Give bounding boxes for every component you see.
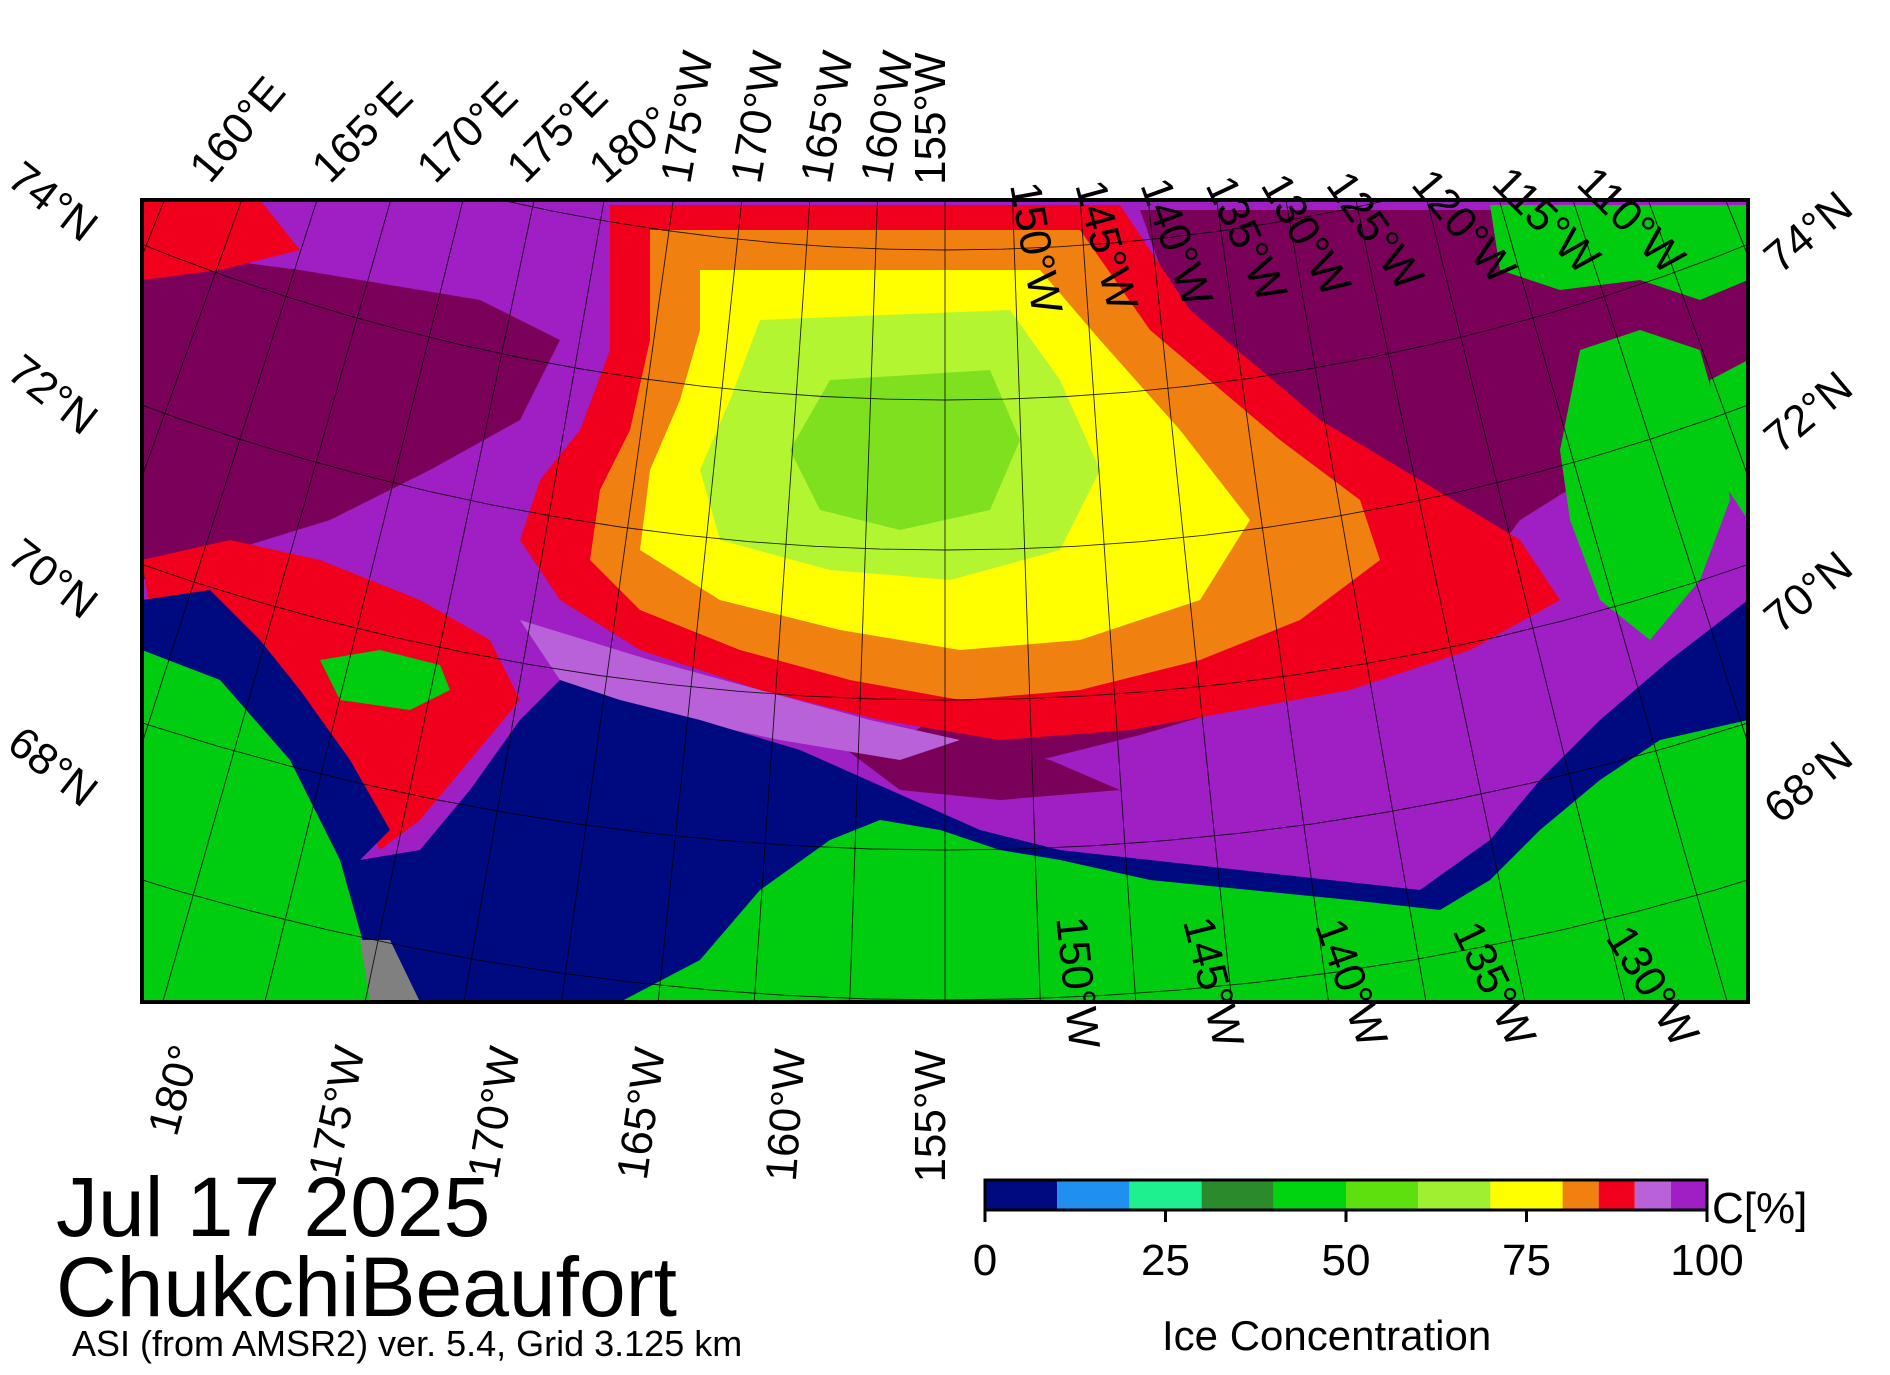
colorbar-cell — [1273, 1180, 1346, 1210]
colorbar-unit: C[%] — [1712, 1184, 1807, 1233]
land-arctic-islands — [1490, 205, 1748, 300]
longitude-line — [142, 200, 243, 478]
colorbar-tick-label: 50 — [1322, 1236, 1371, 1285]
land-east-siberia — [142, 650, 380, 1002]
colorbar-cell — [1490, 1180, 1563, 1210]
colorbar-cell — [1201, 1180, 1274, 1210]
longitude-line — [1216, 200, 1329, 1002]
latitude-label: 72°N — [0, 345, 106, 444]
longitude-line — [463, 200, 605, 1002]
longitude-line — [1147, 200, 1233, 1002]
longitude-label: 155°W — [906, 1050, 955, 1183]
longitude-line — [142, 200, 318, 745]
colorbar-title: Ice Concentration — [1162, 1312, 1492, 1359]
product-label: ASI (from AMSR2) ver. 5.4, Grid 3.125 km — [72, 1323, 743, 1364]
lake-land-patch — [320, 650, 450, 710]
latitude-label: 72°N — [1755, 362, 1862, 463]
longitude-line — [0, 0, 2, 855]
longitude-label: 155°W — [906, 52, 955, 185]
longitude-line — [1079, 200, 1137, 1002]
longitude-line — [1012, 200, 1041, 1002]
latitude-label: 74°N — [1755, 182, 1862, 283]
longitude-line — [657, 200, 743, 1002]
latitude-label: 68°N — [0, 717, 106, 816]
longitude-line — [1647, 200, 1748, 478]
longitude-line — [1426, 200, 1626, 1002]
colorbar-tick-label: 0 — [973, 1236, 997, 1285]
longitude-label: 160°E — [180, 68, 295, 192]
longitude-label: 170°E — [407, 72, 527, 192]
colorbar-cell — [985, 1180, 1058, 1210]
colorbar-ticks: 0 25 50 75 100 — [973, 1210, 1744, 1285]
colorbar-cell — [1346, 1180, 1419, 1210]
longitude-line — [0, 0, 119, 951]
longitude-line — [1355, 200, 1526, 1002]
latitude-label: 68°N — [1755, 732, 1862, 833]
colorbar-cell — [1670, 1180, 1707, 1210]
longitude-line — [264, 200, 464, 1002]
longitude-label: 165°W — [608, 1044, 675, 1183]
colorbar-cell — [1057, 1180, 1130, 1210]
colorbar-tick-label: 100 — [1670, 1236, 1743, 1285]
colorbar-cell — [1634, 1180, 1671, 1210]
longitude-label: 175°W — [652, 47, 723, 186]
longitude-line — [753, 200, 811, 1002]
longitude-line — [561, 200, 674, 1002]
colorbar: 0 25 50 75 100 C[%] — [973, 1178, 1807, 1285]
open-water — [142, 590, 1748, 1002]
map-frame — [140, 198, 1750, 1004]
land-victoria-edge — [1710, 360, 1748, 520]
colorbar-cell — [1562, 1180, 1599, 1210]
colorbar-cells — [985, 1180, 1707, 1210]
region-label: ChukchiBeaufort — [56, 1240, 678, 1334]
longitude-line — [1572, 200, 1748, 745]
latitude-label: 74°N — [0, 152, 106, 251]
longitude-line — [162, 200, 392, 1002]
colorbar-cell — [1598, 1180, 1635, 1210]
latitude-label: 70°N — [1755, 542, 1862, 643]
longitude-line — [1285, 200, 1427, 1002]
longitude-label: 160°W — [757, 1047, 815, 1183]
latitude-label: 70°N — [0, 529, 106, 628]
longitude-line — [1498, 200, 1728, 1002]
longitude-label: 170°W — [722, 47, 793, 186]
ice-high-concentration-east — [880, 210, 1748, 770]
longitude-label: 165°E — [302, 72, 422, 192]
latitude-labels-left: 74°N 72°N 70°N 68°N — [0, 152, 106, 816]
ice-lilac-band — [520, 620, 960, 760]
longitude-label: 180° — [139, 1040, 210, 1141]
latitude-labels-right: 74°N 72°N 70°N 68°N — [1755, 182, 1862, 833]
map-area — [0, 0, 1748, 1002]
ice-high-concentration-west — [142, 250, 560, 580]
longitude-line — [849, 200, 878, 1002]
ice-green-core — [790, 370, 1020, 530]
colorbar-tick-label: 75 — [1502, 1236, 1551, 1285]
colorbar-tick-label: 25 — [1141, 1236, 1190, 1285]
longitude-label: 165°W — [792, 47, 863, 186]
colorbar-cell — [1129, 1180, 1202, 1210]
date-label: Jul 17 2025 — [56, 1160, 491, 1254]
colorbar-cell — [1418, 1180, 1491, 1210]
longitude-line — [364, 200, 535, 1002]
land-alaska — [620, 720, 1748, 1002]
